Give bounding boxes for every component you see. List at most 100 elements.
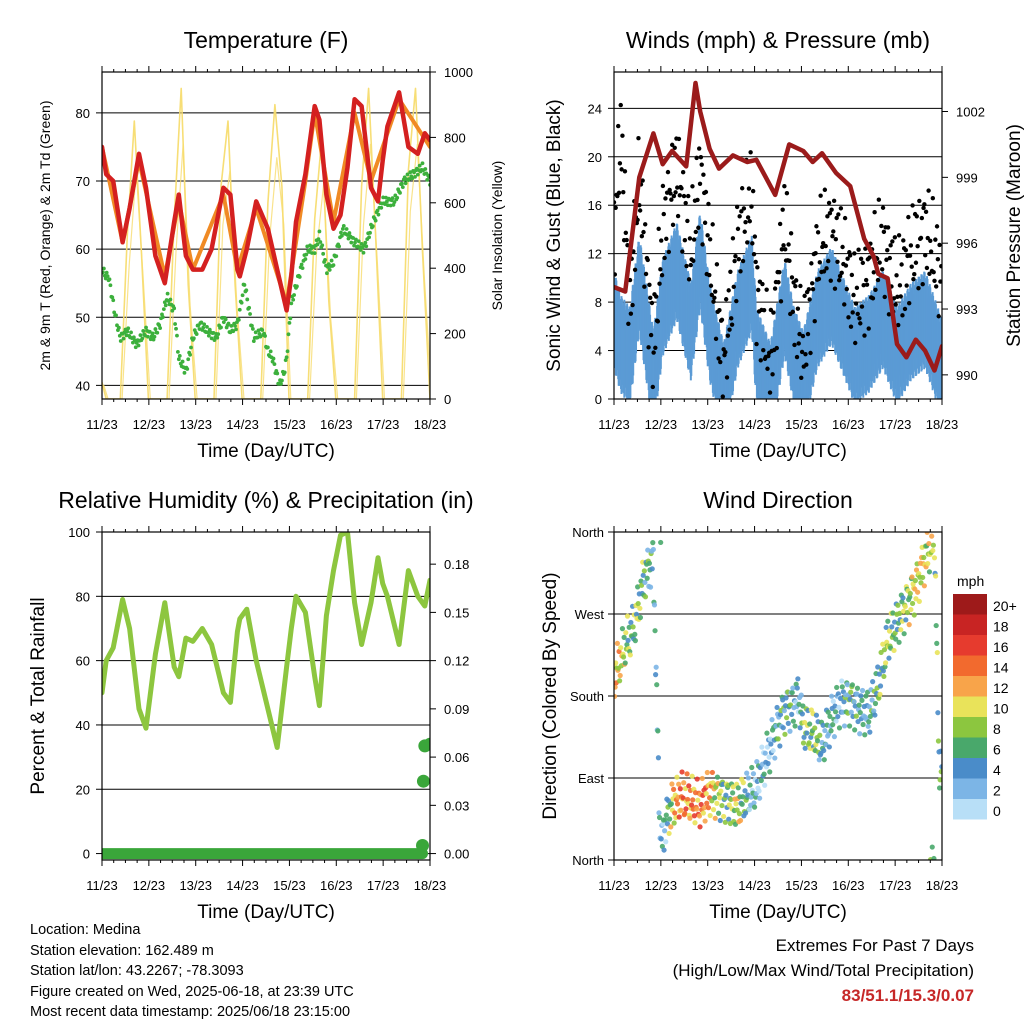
gust-point [787,258,792,264]
dewpoint-point [376,212,381,217]
gust-point [693,229,699,235]
speed-legend-label: 18 [993,619,1009,635]
wind-direction-point [685,796,691,803]
gust-point [650,384,655,390]
wind-direction-point [758,777,764,784]
dewpoint-point [116,325,121,330]
gust-point [894,273,899,278]
wind-direction-point [817,732,823,738]
gust-point [713,289,718,294]
dewpoint-point [158,326,163,330]
wind-direction-point [764,730,770,736]
wind-direction-point [872,700,879,707]
dewpoint-point [368,230,372,235]
dewpoint-point [413,174,417,179]
gust-point [855,311,860,317]
wind-direction-point [876,671,882,677]
precipitation-point [423,737,430,751]
temperature-ytick-label: 60 [76,242,90,257]
gust-point [939,263,942,269]
dewpoint-point [177,353,182,358]
gust-point [825,214,830,219]
wind-direction-point [674,801,681,807]
extremes-title: Extremes For Past 7 Days [775,936,974,955]
wind-direction-point [891,647,897,654]
wind-direction-point [774,704,780,711]
latlon-text: Station lat/lon: 43.2267; -78.3093 [30,963,244,979]
wind-direction-point [721,813,727,820]
gust-point [695,197,700,203]
direction-ytick-label: North [572,853,604,868]
dewpoint-points [102,161,430,386]
gust-point [930,196,936,201]
wind-direction-point [911,612,917,618]
gust-point [858,321,863,326]
wind-direction-point [730,790,736,796]
wind-direction-point [742,788,748,794]
wind-direction-point [907,590,913,597]
gust-point [917,198,922,204]
gust-point [931,269,936,275]
gust-point [861,283,866,288]
gust-point [810,286,816,292]
gust-point [720,394,726,399]
wind-direction-point [909,600,916,607]
dewpoint-point [361,250,366,255]
wind-direction-point [684,771,690,777]
gust-point [904,283,909,288]
gust-point [895,294,900,300]
wind-direction-point [650,546,656,553]
wind-direction-point [759,744,765,750]
gust-point [822,187,828,192]
wind-direction-point [632,638,638,644]
gust-point [844,286,849,292]
dewpoint-point [339,230,343,235]
dewpoint-point [420,161,425,166]
dewpoint-point [221,320,226,325]
temperature-xtick-label: 15/23 [273,417,306,432]
gust-point [843,263,849,268]
sonic-wind-series [614,215,942,399]
wind-direction-point [938,769,942,775]
wind-direction-point [770,748,776,754]
dewpoint-point [310,251,314,255]
dewpoint-point [205,324,209,329]
speed-legend-swatch [953,737,987,758]
wind-direction-point [766,754,772,760]
dewpoint-point [194,332,199,336]
dewpoint-point [174,326,178,331]
wind-direction-point [614,693,618,700]
temperature-y2tick-label: 0 [444,392,451,407]
gust-point [707,272,712,278]
humidity-y2tick-label: 0.12 [444,654,469,669]
gust-point [823,243,828,249]
humidity-ytick-label: 0 [83,847,90,862]
gust-point [691,258,696,264]
speed-legend-label: 16 [993,639,1009,655]
wind-direction-point [870,679,876,685]
gust-point [707,237,713,242]
gust-point [661,211,666,217]
dewpoint-point [285,349,290,354]
wind-direction-point [622,660,628,666]
gust-point [866,326,871,331]
wind-direction-point [794,685,800,691]
wind-direction-point [674,774,680,780]
wind-direction-point [900,595,906,601]
temperature-y2label: Solar Insolation (Yellow) [489,161,505,311]
dewpoint-point [199,320,204,325]
gust-point [745,215,751,220]
gust-point [839,270,844,276]
dewpoint-point [367,235,371,240]
gust-point [698,155,704,160]
wind-direction-point [830,698,836,704]
direction-xtick-label: 15/23 [785,878,818,893]
gust-point [767,390,773,395]
gust-point [880,267,885,272]
wind-direction-point [676,781,682,787]
wind-direction-points [614,532,942,860]
wind-direction-point [852,703,858,709]
speed-legend-title: mph [957,573,984,589]
dewpoint-point [373,218,378,223]
wind-direction-point [816,757,822,763]
